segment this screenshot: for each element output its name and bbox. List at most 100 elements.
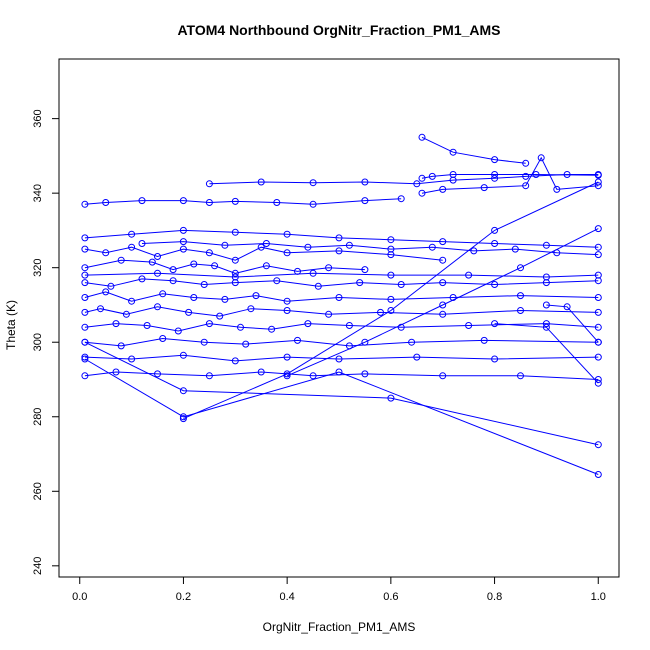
series-20: [138, 238, 602, 259]
data-point: [439, 238, 447, 246]
data-point: [428, 172, 436, 180]
data-point: [304, 243, 312, 251]
data-point: [262, 262, 270, 270]
data-point: [594, 225, 602, 233]
data-point: [81, 200, 89, 208]
series-line: [84, 323, 599, 332]
data-point: [542, 320, 550, 328]
data-point: [185, 308, 193, 316]
data-point: [273, 199, 281, 206]
data-point: [205, 180, 213, 188]
data-point: [169, 266, 177, 274]
series-2: [418, 171, 602, 182]
data-point: [81, 323, 89, 331]
data-point: [211, 262, 219, 270]
data-point: [439, 185, 447, 193]
data-point: [517, 307, 524, 314]
series-18: [283, 225, 602, 380]
series-4: [418, 154, 602, 197]
data-point: [179, 197, 187, 205]
data-point: [138, 275, 146, 283]
y-tick-label: 360: [32, 109, 44, 127]
x-tick-label: 0.2: [176, 591, 191, 603]
data-point: [262, 240, 270, 247]
data-point: [387, 236, 395, 244]
data-point: [413, 353, 421, 361]
data-point: [138, 197, 146, 205]
data-point: [563, 303, 571, 311]
data-point: [594, 178, 602, 186]
data-point: [594, 338, 602, 346]
data-point: [221, 295, 229, 303]
data-point: [449, 171, 457, 178]
data-point: [81, 271, 89, 279]
data-point: [205, 249, 213, 257]
data-point: [216, 312, 224, 320]
data-point: [205, 320, 213, 328]
series-line: [84, 341, 599, 446]
data-point: [314, 282, 322, 290]
data-point: [159, 335, 167, 342]
data-point: [304, 320, 312, 328]
data-point: [309, 200, 317, 208]
series-15: [81, 355, 602, 478]
data-point: [283, 297, 291, 305]
data-point: [594, 271, 602, 279]
data-point: [491, 171, 499, 178]
data-point: [532, 171, 540, 178]
data-point: [439, 256, 447, 264]
series-3: [418, 133, 530, 167]
data-point: [179, 387, 187, 395]
data-point: [491, 281, 499, 288]
data-point: [231, 256, 239, 264]
y-tick-label: 320: [32, 259, 44, 277]
series-6: [81, 243, 447, 264]
plot-area: [81, 133, 602, 478]
data-point: [397, 195, 405, 203]
data-point: [325, 264, 333, 272]
x-tick-label: 0.4: [279, 591, 294, 603]
data-point: [309, 372, 317, 380]
data-point: [81, 279, 89, 287]
data-point: [200, 281, 208, 288]
data-point: [237, 323, 244, 331]
data-point: [594, 379, 602, 387]
data-point: [439, 279, 447, 287]
series-line: [421, 156, 599, 194]
data-point: [257, 178, 265, 186]
data-point: [81, 234, 89, 242]
data-point: [594, 171, 602, 179]
data-point: [81, 245, 89, 253]
data-point: [361, 266, 369, 274]
data-point: [102, 199, 110, 206]
data-point: [387, 245, 395, 253]
data-point: [408, 338, 416, 346]
data-point: [522, 182, 530, 190]
data-point: [387, 394, 395, 402]
data-point: [179, 238, 187, 246]
data-point: [594, 251, 602, 259]
data-point: [190, 294, 198, 301]
y-axis-label: Theta (K): [4, 300, 18, 350]
data-point: [154, 253, 161, 260]
x-tick-label: 1.0: [591, 591, 606, 603]
series-line: [141, 241, 599, 256]
series-11: [81, 320, 602, 335]
data-point: [480, 184, 488, 192]
data-point: [491, 355, 499, 363]
data-point: [81, 372, 89, 380]
data-point: [107, 282, 115, 290]
data-point: [335, 234, 343, 242]
data-point: [491, 156, 499, 164]
data-point: [205, 372, 213, 380]
data-point: [594, 182, 602, 190]
series-line: [84, 259, 365, 274]
data-point: [413, 180, 421, 188]
data-point: [542, 241, 550, 249]
data-point: [517, 372, 524, 380]
data-point: [128, 230, 136, 238]
data-point: [148, 258, 156, 266]
data-point: [154, 269, 161, 277]
data-point: [594, 243, 602, 251]
